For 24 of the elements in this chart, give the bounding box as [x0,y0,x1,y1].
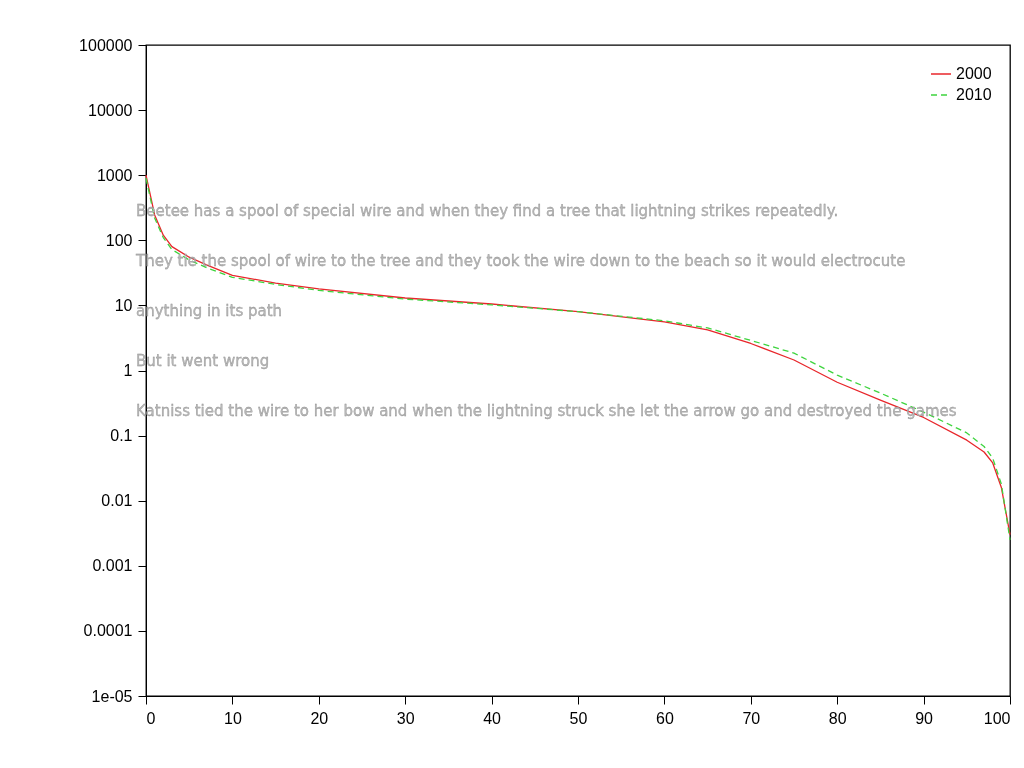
x-tick-label: 70 [742,709,761,727]
x-tick-label: 20 [310,709,329,727]
y-tick-label: 10 [114,296,133,314]
y-tick-label: 0.1 [110,427,133,445]
legend-label: 2000 [956,65,992,82]
legend-label: 2010 [956,86,992,103]
y-tick-label: 1e-05 [91,687,133,705]
y-tick-label: 100000 [79,36,133,54]
x-tick-label: 90 [915,709,934,727]
x-tick-label: 0 [146,709,156,727]
x-tick-label: 50 [569,709,588,727]
y-tick-label: 1 [123,362,133,379]
y-tick-label: 0.01 [101,492,133,510]
x-tick-label: 10 [224,709,242,727]
y-tick-label: 0.001 [92,557,133,575]
x-tick-label: 100 [983,709,1011,727]
y-tick-label: 100 [105,231,133,249]
x-tick-label: 30 [396,709,415,727]
x-tick-label: 60 [656,709,674,727]
y-tick-label: 10000 [88,101,133,119]
y-tick-label: 1000 [96,166,133,184]
y-tick-label: 0.0001 [83,622,133,640]
x-tick-label: 40 [483,709,502,727]
x-tick-label: 80 [828,709,847,727]
